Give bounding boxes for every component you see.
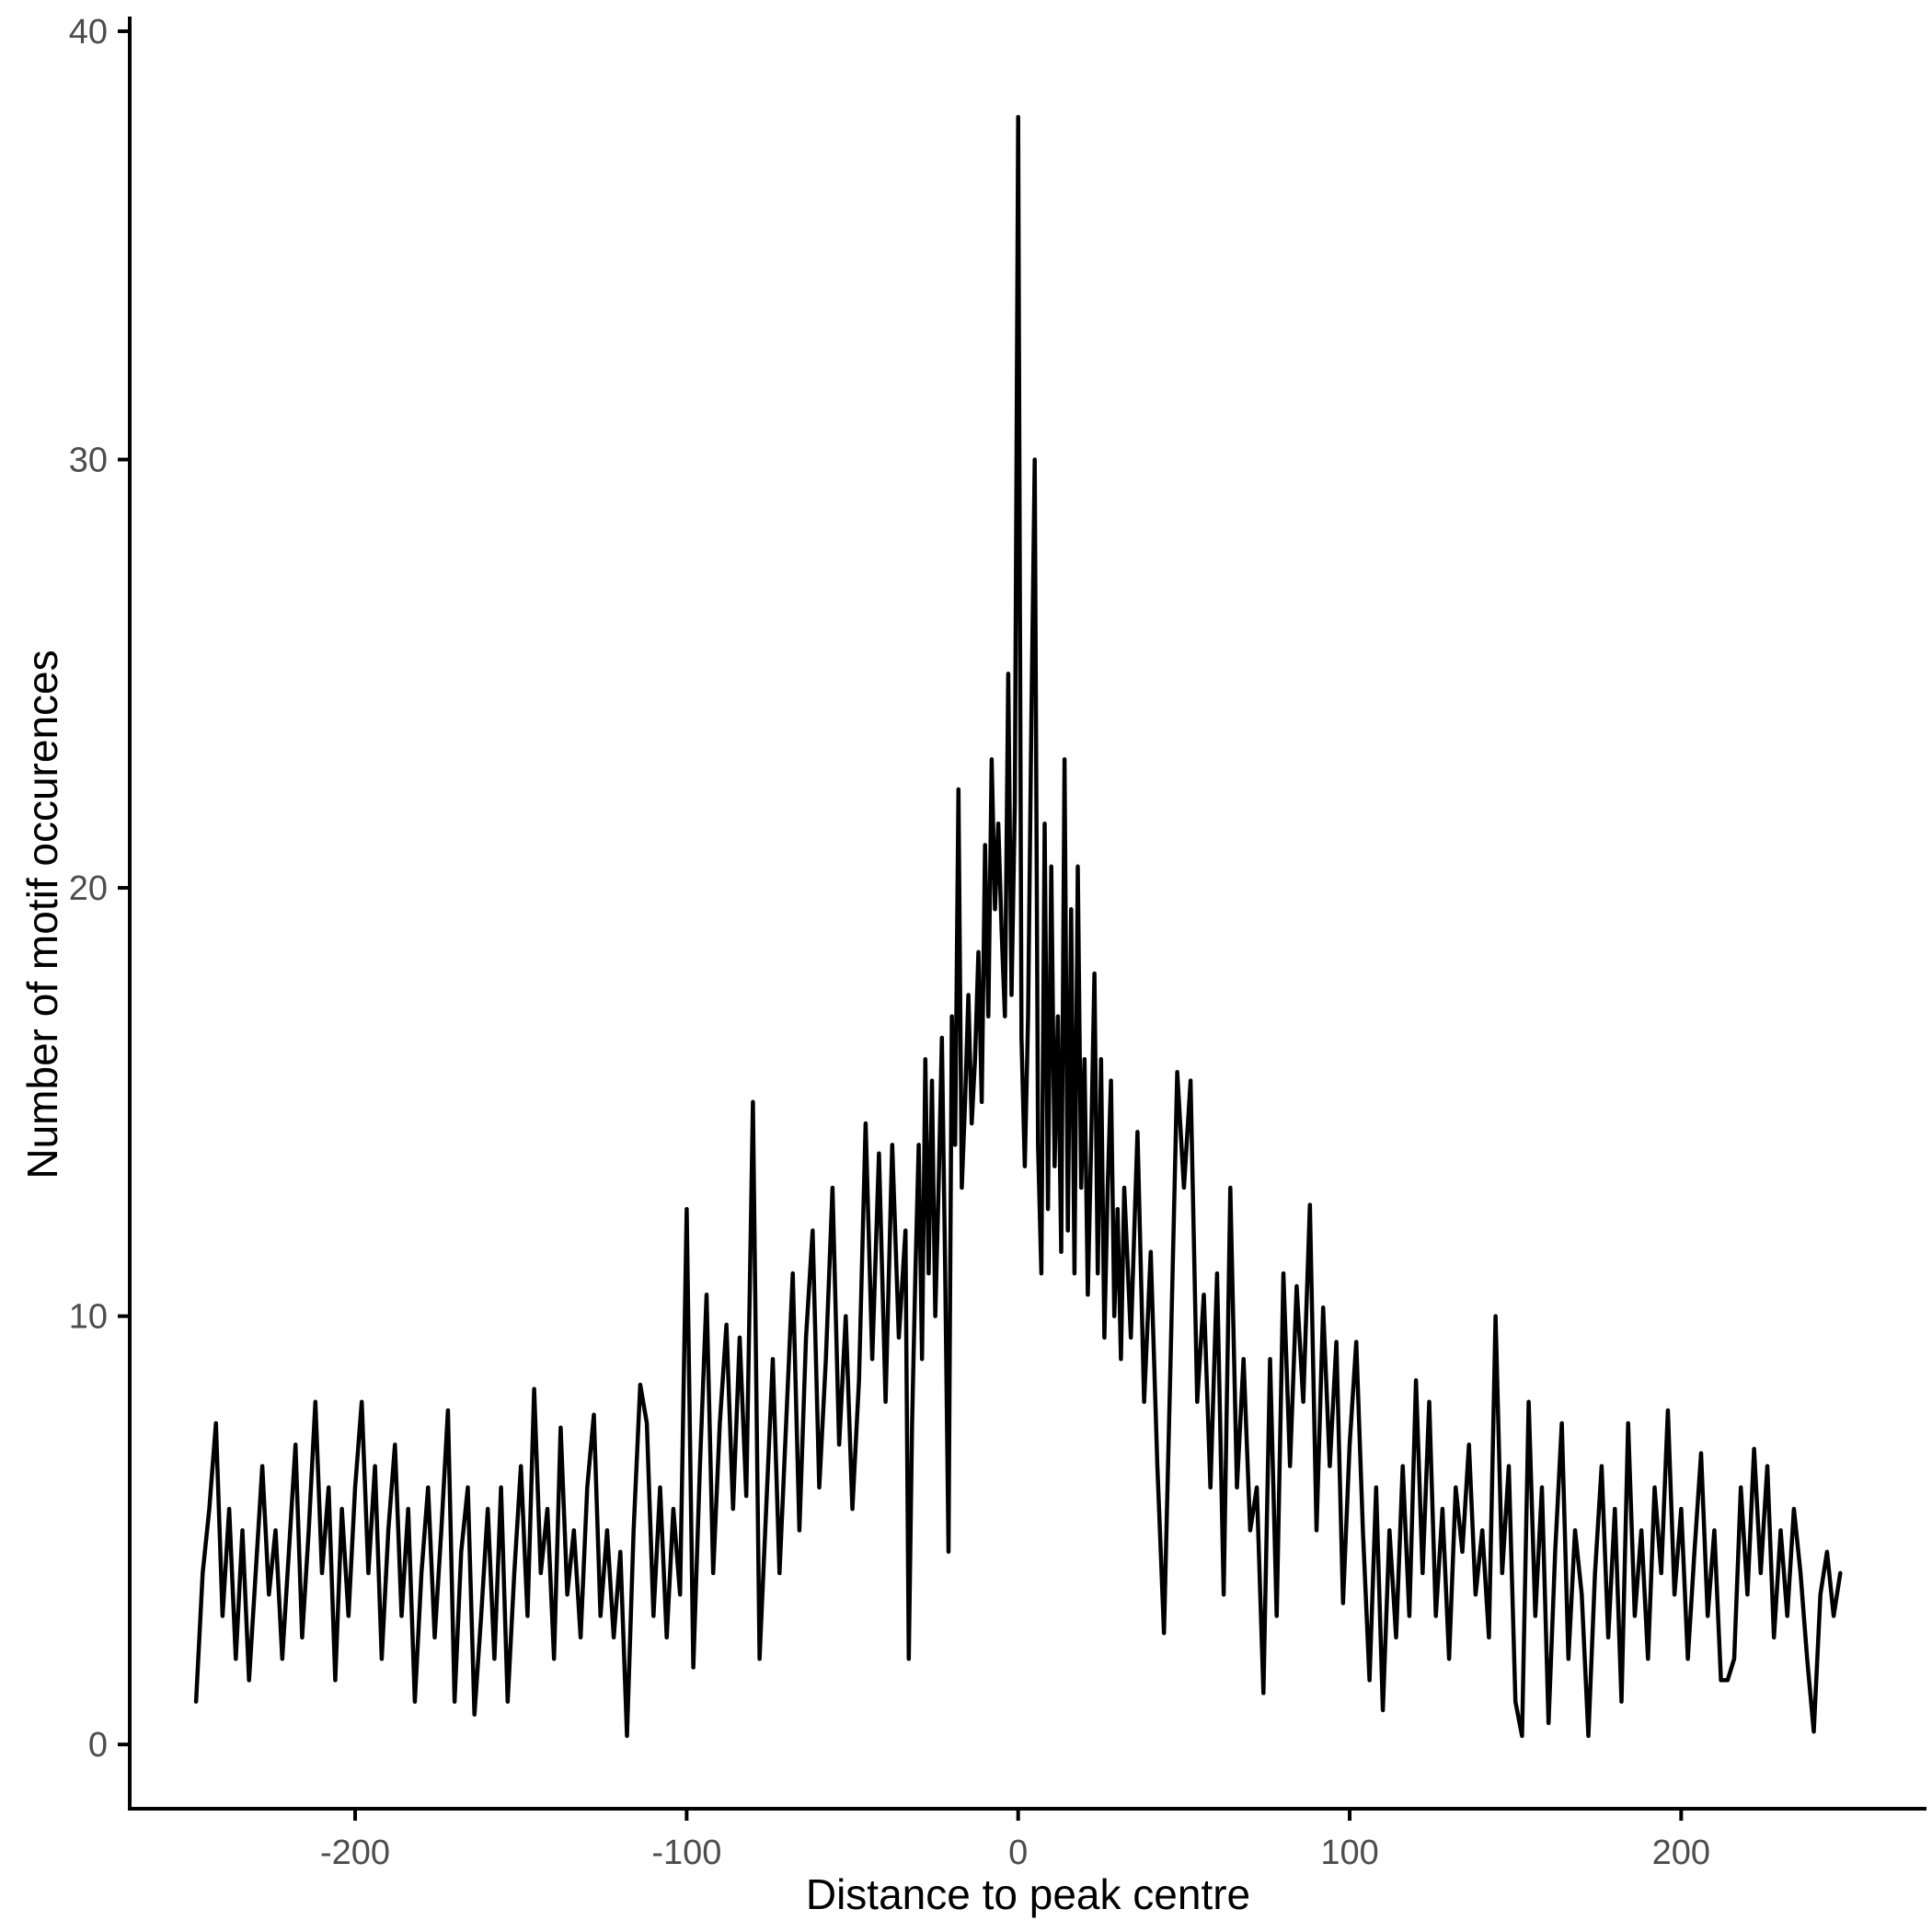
x-tick-label: -200 bbox=[320, 1834, 390, 1872]
x-tick-label: 200 bbox=[1652, 1834, 1710, 1872]
y-tick-label: 40 bbox=[69, 13, 108, 52]
x-tick-label: -100 bbox=[651, 1834, 721, 1872]
y-axis-title: Number of motif occurences bbox=[18, 650, 66, 1179]
data-line bbox=[193, 114, 1843, 1739]
y-tick-label: 30 bbox=[69, 442, 108, 480]
y-tick-label: 10 bbox=[69, 1298, 108, 1337]
x-axis-title: Distance to peak centre bbox=[805, 1870, 1251, 1918]
x-tick-label: 100 bbox=[1320, 1834, 1378, 1872]
y-tick-label: 0 bbox=[88, 1726, 108, 1765]
x-tick-label: 0 bbox=[1008, 1834, 1028, 1872]
y-tick-label: 20 bbox=[69, 869, 108, 908]
